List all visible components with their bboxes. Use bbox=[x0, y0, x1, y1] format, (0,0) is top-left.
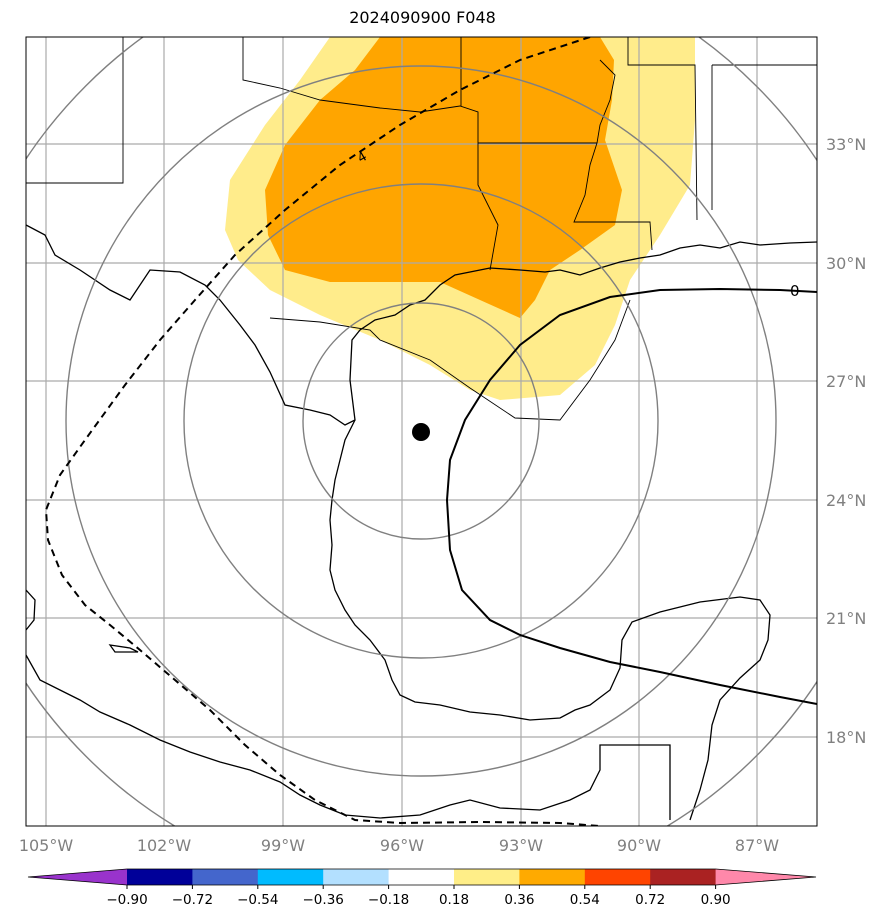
lon-tick-labels: 105°W 102°W 99°W 96°W 93°W 90°W 87°W bbox=[19, 836, 779, 855]
colorbar-tick-label: −0.36 bbox=[303, 892, 344, 908]
lat-label: 27°N bbox=[826, 372, 866, 391]
map-title: 2024090900 F048 bbox=[349, 8, 496, 27]
colorbar-tick-label: −0.54 bbox=[237, 892, 278, 908]
colorbar-tick-label: 0.54 bbox=[570, 892, 600, 908]
colorbar-extend-high bbox=[715, 869, 816, 885]
map-frame bbox=[25, 36, 818, 827]
colorbar-tick-label: −0.90 bbox=[106, 892, 147, 908]
lat-label: 24°N bbox=[826, 491, 866, 510]
lat-tick-labels: 33°N 30°N 27°N 24°N 21°N 18°N bbox=[826, 135, 866, 747]
dark-fill-region bbox=[265, 37, 622, 318]
contour-label-0: 0 bbox=[790, 282, 800, 300]
lon-label: 87°W bbox=[735, 836, 779, 855]
colorbar-bin bbox=[127, 869, 193, 885]
lon-label: 96°W bbox=[380, 836, 424, 855]
colorbar: −0.90 −0.72 −0.54 −0.36 −0.18 0.18 0.36 0.54 0.7… bbox=[27, 868, 817, 908]
lon-label: 93°W bbox=[499, 836, 543, 855]
colorbar-tick-label: −0.72 bbox=[172, 892, 213, 908]
colorbar-bin bbox=[388, 869, 455, 885]
storm-center-marker bbox=[412, 423, 430, 441]
contour-solid bbox=[445, 287, 817, 705]
colorbar-tick-label: 0.90 bbox=[701, 892, 731, 908]
lon-label: 90°W bbox=[617, 836, 661, 855]
coastlines bbox=[26, 224, 817, 821]
colorbar-tick-label: −0.18 bbox=[368, 892, 409, 908]
range-rings bbox=[26, 37, 817, 826]
colorbar-bin bbox=[519, 869, 586, 885]
lat-label: 33°N bbox=[826, 135, 866, 154]
map-plot-area bbox=[26, 37, 817, 826]
political-borders bbox=[26, 37, 817, 421]
contour-dashed bbox=[44, 37, 601, 826]
lat-label: 18°N bbox=[826, 728, 866, 747]
colorbar-bin bbox=[584, 869, 651, 885]
lon-label: 99°W bbox=[261, 836, 305, 855]
lon-label: 102°W bbox=[137, 836, 192, 855]
colorbar-extend-low bbox=[28, 869, 127, 885]
lat-label: 30°N bbox=[826, 254, 866, 273]
colorbar-tick-label: 0.36 bbox=[504, 892, 534, 908]
colorbar-tick-label: 0.18 bbox=[439, 892, 469, 908]
lat-label: 21°N bbox=[826, 609, 866, 628]
colorbar-bin bbox=[192, 869, 259, 885]
colorbar-bin bbox=[323, 869, 390, 885]
lon-label: 105°W bbox=[19, 836, 74, 855]
colorbar-bin bbox=[650, 869, 717, 885]
graticule bbox=[26, 37, 817, 826]
colorbar-tick-label: 0.72 bbox=[635, 892, 665, 908]
colorbar-bin bbox=[454, 869, 520, 885]
colorbar-bin bbox=[257, 869, 324, 885]
